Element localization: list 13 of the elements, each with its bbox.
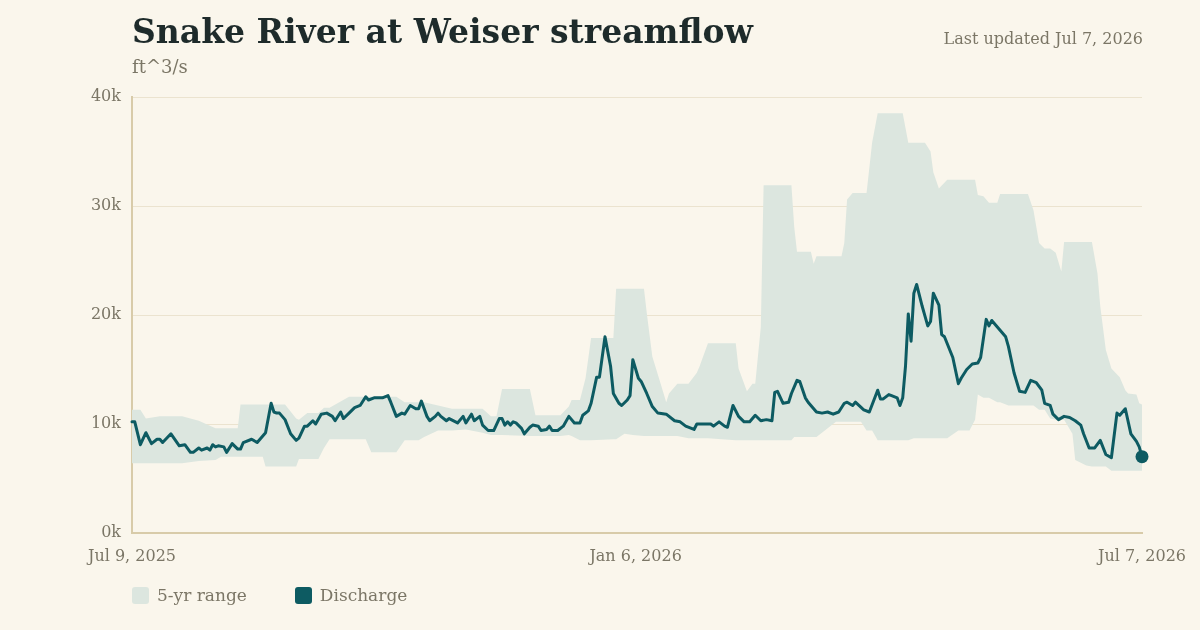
x-tick-label: Jan 6, 2026 (587, 545, 682, 565)
x-tick-label: Jul 7, 2026 (1096, 545, 1186, 565)
legend-label: 5-yr range (157, 585, 247, 605)
y-tick-label: 0k (101, 522, 122, 542)
y-tick-label: 20k (90, 304, 122, 324)
chart-title: Snake River at Weiser streamflow (132, 12, 753, 51)
legend-label: Discharge (319, 585, 408, 605)
text: Last updated Jul 7, 2026 (943, 29, 1143, 48)
y-tick-label: 10k (90, 413, 122, 433)
y-tick-label: 30k (90, 195, 122, 215)
y-axis-title: ft^3/s (132, 56, 188, 77)
x-tick-label: Jul 9, 2025 (86, 545, 176, 565)
y-tick-label: 40k (90, 86, 122, 106)
